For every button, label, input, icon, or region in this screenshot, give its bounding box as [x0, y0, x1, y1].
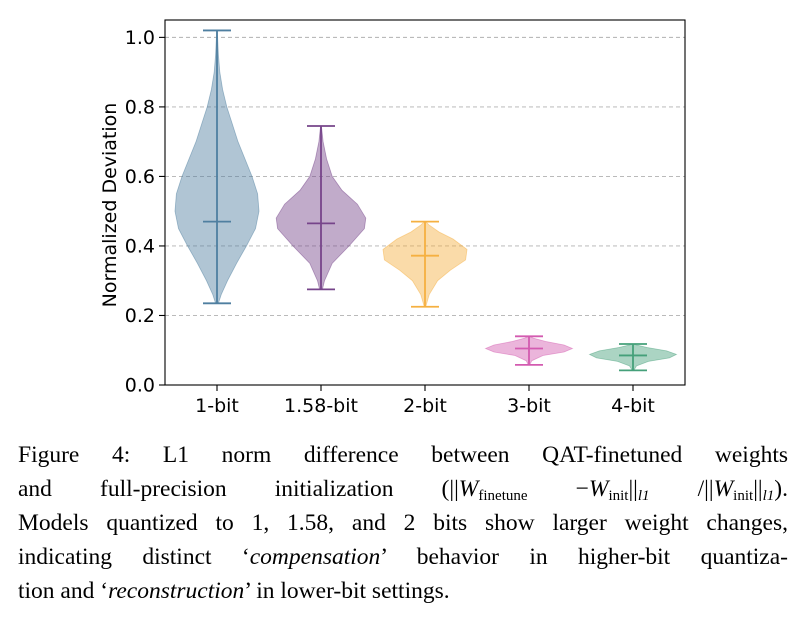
violin-1-bit [174, 29, 260, 305]
math-sub-init: init [733, 488, 754, 504]
caption-text-2-end: ). [774, 476, 788, 502]
y-axis-label: Normalized Deviation [99, 103, 121, 308]
math-w: W [713, 476, 734, 502]
y-tick-label: 0.4 [125, 235, 155, 257]
violin-group [174, 29, 678, 372]
math-sub-l1: l1 [637, 488, 650, 504]
x-tick-label: 1.58-bit [284, 395, 358, 417]
violin-2-bit [382, 220, 468, 308]
math-norm: || [628, 476, 638, 502]
caption-text-2a: and full-precision initialization (|| [18, 476, 459, 502]
math-norm: || [753, 476, 763, 502]
math-sub-init: init [608, 488, 629, 504]
y-tick-label: 0.6 [125, 166, 155, 188]
caption-text-5a: tion and ‘ [18, 578, 109, 604]
math-w: W [588, 476, 609, 502]
y-tick-label: 1.0 [125, 27, 155, 49]
y-tick-label: 0.2 [125, 305, 155, 327]
caption-text-1: L1 norm difference between QAT-finetuned… [162, 442, 789, 468]
math-slash: /|| [649, 476, 714, 502]
figure-caption: Figure 4: L1 norm difference between QAT… [18, 438, 788, 608]
violin-3-bit [484, 335, 574, 366]
caption-reconstruction: reconstruction [108, 578, 245, 604]
caption-compensation: compensation [249, 544, 381, 570]
x-axis: 1-bit 1.58-bit 2-bit 3-bit 4-bit [195, 385, 655, 417]
y-axis: 0.0 0.2 0.4 0.6 0.8 1.0 [125, 27, 165, 397]
figure-label: Figure 4: [18, 442, 131, 468]
math-sub-finetune: finetune [478, 488, 528, 504]
x-tick-label: 2-bit [403, 395, 447, 417]
math-minus: − [527, 476, 589, 502]
caption-text-3: Models quantized to 1, 1.58, and 2 bits … [18, 510, 788, 536]
y-tick-label: 0.0 [125, 375, 155, 397]
caption-line-4: indicating distinct ‘compensation’ behav… [18, 540, 788, 574]
violin-chart: 0.0 0.2 0.4 0.6 0.8 1.0 1-bit 1.58-bit 2-bit 3-b… [99, 19, 686, 417]
y-tick-label: 0.8 [125, 96, 155, 118]
caption-line-2: and full-precision initialization (||Wfi… [18, 472, 788, 506]
x-tick-label: 4-bit [611, 395, 655, 417]
caption-text-4b: ’ behavior in higher-bit quantiza- [380, 544, 788, 570]
x-tick-label: 3-bit [507, 395, 551, 417]
caption-line-1: Figure 4: L1 norm difference between QAT… [18, 438, 788, 472]
caption-text-5b: ’ in lower-bit settings. [244, 578, 450, 604]
caption-line-5: tion and ‘reconstruction’ in lower-bit s… [18, 574, 788, 608]
math-sub-l1: l1 [762, 488, 775, 504]
violin-1.58-bit [275, 125, 367, 291]
violin-4-bit [588, 343, 678, 372]
math-w: W [458, 476, 479, 502]
x-tick-label: 1-bit [195, 395, 239, 417]
caption-text-4a: indicating distinct ‘ [18, 544, 250, 570]
caption-line-3: Models quantized to 1, 1.58, and 2 bits … [18, 506, 788, 540]
